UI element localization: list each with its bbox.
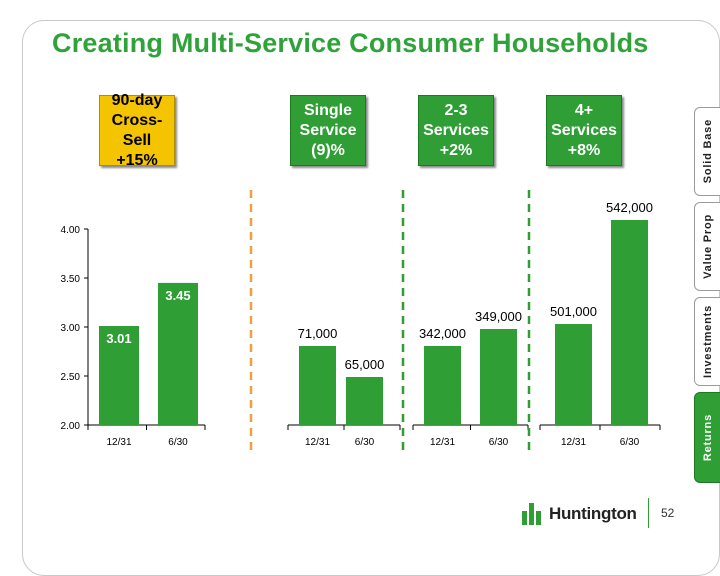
bar [424,346,461,425]
box-line: Service [299,121,357,139]
box-line: +15% [116,151,158,169]
y-tick-label: 3.00 [61,323,81,334]
x-tick-label: 12/31 [106,437,131,448]
x-tick-label: 12/31 [305,437,330,448]
x-tick-label: 6/30 [620,437,640,448]
page-number: 52 [661,506,675,520]
box-line: Services [551,121,617,139]
y-tick-label: 2.00 [61,421,81,432]
box-line: +8% [567,141,601,159]
box-line: Cross-Sell [111,111,163,149]
box-line: Single [303,101,352,119]
tab-label: Value Prop [702,214,714,279]
bar [611,220,648,425]
charts-area: 2.00 2.50 3.00 3.50 4.00 3.01 12/31 3.45 6/30 71,… [61,190,661,450]
four-plus-services-box: 4+ Services +8% [546,95,622,166]
y-tick-label: 4.00 [61,225,81,236]
data-label: 65,000 [345,357,385,372]
bar [299,346,336,425]
data-label: 349,000 [475,309,522,324]
box-line: 2-3 [444,101,468,119]
y-tick-label: 2.50 [61,372,81,383]
tab-value-prop[interactable]: Value Prop [694,202,720,291]
x-tick-label: 6/30 [355,437,375,448]
tab-label: Investments [702,305,714,378]
data-label: 3.01 [106,331,131,346]
box-line: 90-day [111,91,163,109]
tab-investments[interactable]: Investments [694,297,720,386]
footer-divider [648,498,649,528]
box-line: (9)% [311,141,345,159]
huntington-logo: Huntington [522,503,637,525]
bar [99,326,139,425]
single-service-box: Single Service (9)% [290,95,366,166]
tab-label: Solid Base [702,119,714,184]
cross-sell-box: 90-day Cross-Sell +15% [99,92,175,169]
bar [480,329,517,425]
data-label: 542,000 [606,200,653,215]
tab-returns[interactable]: Returns [694,392,720,483]
bar [158,282,198,425]
data-label: 71,000 [298,326,338,341]
data-label: 501,000 [550,304,597,319]
tab-solid-base[interactable]: Solid Base [694,107,720,196]
box-line: Services [423,121,489,139]
x-tick-label: 12/31 [430,437,455,448]
data-label: 342,000 [419,326,466,341]
bar [346,377,383,425]
x-tick-label: 6/30 [489,437,509,448]
two-three-services-box: 2-3 Services +2% [418,95,494,166]
logo-text: Huntington [549,504,637,523]
box-line: 4+ [574,101,594,119]
box-line: +2% [439,141,473,159]
tab-label: Returns [702,413,714,462]
y-tick-label: 3.50 [61,274,81,285]
slide-title: Creating Multi-Service Consumer Househol… [52,28,649,58]
x-tick-label: 6/30 [168,437,188,448]
bar [555,324,592,425]
logo-mark-icon [522,503,544,525]
x-tick-label: 12/31 [561,437,586,448]
data-label: 3.45 [165,288,190,303]
